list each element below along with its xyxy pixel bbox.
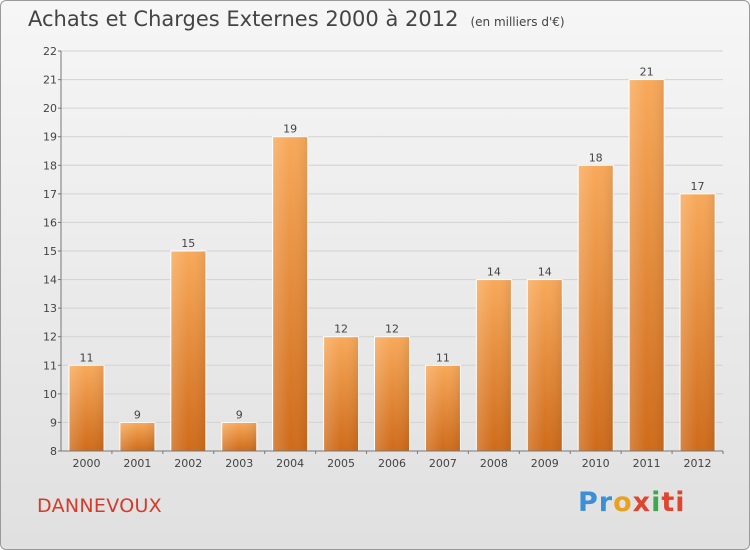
bar-value-label: 9 bbox=[236, 408, 243, 421]
bar-value-label: 15 bbox=[181, 237, 195, 250]
y-tick-label: 13 bbox=[43, 302, 57, 315]
bar-shade bbox=[680, 193, 716, 451]
bar-shade bbox=[374, 336, 410, 451]
x-tick-label: 2002 bbox=[174, 457, 202, 470]
y-tick-label: 20 bbox=[43, 102, 57, 115]
bar-value-label: 14 bbox=[487, 266, 501, 279]
bar-value-label: 11 bbox=[79, 351, 93, 364]
y-tick-label: 19 bbox=[43, 131, 57, 144]
bar-shade bbox=[221, 422, 257, 451]
axes: 8 9 10 11 12 13 14 15 16 17 18 19 20 21 22 11 2000 9 2001 1… bbox=[43, 45, 724, 470]
bar-value-label: 9 bbox=[134, 408, 141, 421]
bars bbox=[68, 79, 716, 452]
x-tick-label: 2011 bbox=[633, 457, 661, 470]
chart-unit: (en milliers d'€) bbox=[470, 15, 565, 29]
bar-shade bbox=[119, 422, 155, 451]
y-tick-label: 21 bbox=[43, 74, 57, 87]
x-tick-label: 2001 bbox=[123, 457, 151, 470]
y-tick-label: 11 bbox=[43, 359, 57, 372]
y-tick-label: 15 bbox=[43, 245, 57, 258]
bar-value-label: 11 bbox=[436, 351, 450, 364]
bar-shade bbox=[527, 279, 563, 451]
y-tick-label: 14 bbox=[43, 274, 57, 287]
x-tick-label: 2000 bbox=[72, 457, 100, 470]
bar-shade bbox=[323, 336, 359, 451]
bar-value-label: 12 bbox=[334, 323, 348, 336]
x-tick-label: 2006 bbox=[378, 457, 406, 470]
x-tick-label: 2007 bbox=[429, 457, 457, 470]
logo-part: o bbox=[613, 487, 633, 518]
bar-value-label: 17 bbox=[691, 180, 705, 193]
bar-value-label: 14 bbox=[538, 266, 552, 279]
chart-title: Achats et Charges Externes 2000 à 2012 (e… bbox=[28, 7, 565, 31]
logo-part: x bbox=[632, 487, 652, 518]
bar-shade bbox=[68, 365, 104, 451]
y-tick-label: 12 bbox=[43, 331, 57, 344]
y-tick-label: 9 bbox=[50, 416, 57, 429]
x-tick-label: 2010 bbox=[582, 457, 610, 470]
y-tick-label: 10 bbox=[43, 388, 57, 401]
chart-title-text: Achats et Charges Externes 2000 à 2012 bbox=[28, 7, 459, 31]
logo-part: ti bbox=[661, 487, 686, 518]
bar-value-label: 12 bbox=[385, 323, 399, 336]
x-tick-label: 2003 bbox=[225, 457, 253, 470]
x-tick-label: 2005 bbox=[327, 457, 355, 470]
bar-value-label: 21 bbox=[640, 66, 654, 79]
y-tick-label: 17 bbox=[43, 188, 57, 201]
bar-shade bbox=[476, 279, 512, 451]
x-tick-label: 2012 bbox=[684, 457, 712, 470]
logo-part: Pr bbox=[578, 487, 614, 518]
x-tick-label: 2008 bbox=[480, 457, 508, 470]
bar-shade bbox=[629, 79, 665, 452]
bar-value-label: 19 bbox=[283, 123, 297, 136]
y-tick-label: 22 bbox=[43, 45, 57, 58]
y-tick-label: 8 bbox=[50, 445, 57, 458]
commune-name: DANNEVOUX bbox=[37, 495, 162, 517]
x-tick-label: 2004 bbox=[276, 457, 304, 470]
bar-shade bbox=[578, 165, 614, 452]
x-tick-label: 2009 bbox=[531, 457, 559, 470]
bar-shade bbox=[425, 365, 461, 451]
proxiti-logo: Proxiti bbox=[578, 487, 686, 518]
bar-shade bbox=[170, 251, 206, 451]
bar-value-label: 18 bbox=[589, 151, 603, 164]
bar-shade bbox=[272, 136, 308, 451]
y-tick-label: 18 bbox=[43, 159, 57, 172]
logo-part: i bbox=[651, 487, 662, 518]
y-tick-label: 16 bbox=[43, 216, 57, 229]
